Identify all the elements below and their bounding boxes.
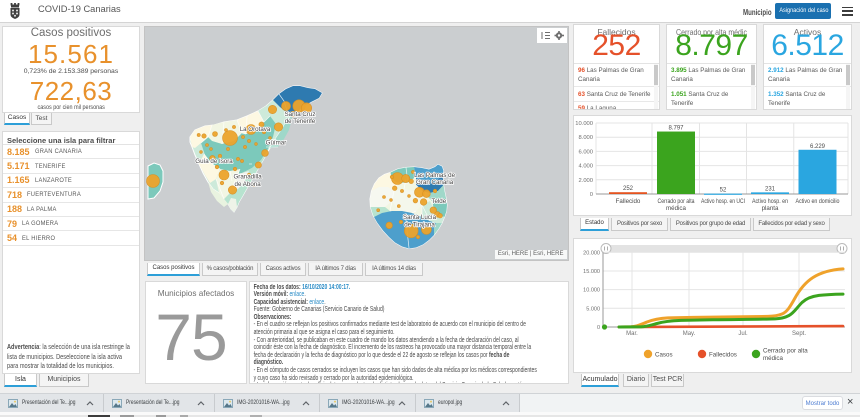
svg-text:252: 252 bbox=[623, 186, 634, 192]
svg-text:médica: médica bbox=[666, 205, 687, 212]
svg-text:de Tirajana: de Tirajana bbox=[404, 222, 435, 229]
svg-text:Granadilla: Granadilla bbox=[233, 174, 262, 181]
svg-text:20.000: 20.000 bbox=[583, 250, 600, 256]
svg-text:52: 52 bbox=[720, 188, 727, 194]
svg-text:Casos: Casos bbox=[655, 352, 673, 359]
svg-text:231: 231 bbox=[765, 186, 776, 192]
svg-text:Cerrado por alta: Cerrado por alta bbox=[763, 348, 808, 355]
svg-text:0: 0 bbox=[597, 325, 600, 331]
svg-text:5.000: 5.000 bbox=[586, 306, 600, 312]
svg-text:Santa Cruz: Santa Cruz bbox=[284, 111, 315, 118]
svg-text:4.000: 4.000 bbox=[578, 164, 593, 170]
svg-text:Fallecidos: Fallecidos bbox=[709, 352, 737, 359]
svg-text:Guía de Isora: Guía de Isora bbox=[195, 158, 233, 165]
svg-text:Cerrado por alta: Cerrado por alta bbox=[658, 198, 695, 205]
svg-text:May.: May. bbox=[683, 331, 696, 337]
svg-text:Güímar: Güímar bbox=[265, 140, 286, 147]
svg-text:médica: médica bbox=[763, 355, 784, 362]
svg-text:2.000: 2.000 bbox=[578, 178, 593, 184]
svg-text:Sept.: Sept. bbox=[792, 331, 806, 337]
svg-text:Jul.: Jul. bbox=[738, 331, 748, 337]
svg-text:Mar.: Mar. bbox=[626, 331, 638, 337]
svg-text:Santa Lucía: Santa Lucía bbox=[402, 214, 436, 221]
svg-text:0: 0 bbox=[590, 192, 593, 198]
svg-text:planta: planta bbox=[762, 205, 779, 212]
svg-text:15.000: 15.000 bbox=[583, 269, 600, 275]
svg-text:de Abona: de Abona bbox=[234, 181, 261, 188]
svg-text:Activo hosp. en: Activo hosp. en bbox=[752, 198, 788, 205]
svg-text:Activo hosp. en UCI: Activo hosp. en UCI bbox=[701, 198, 745, 205]
svg-text:La Orotava: La Orotava bbox=[239, 126, 270, 133]
svg-text:Gran Canaria: Gran Canaria bbox=[416, 179, 454, 186]
svg-text:8.000: 8.000 bbox=[578, 135, 593, 141]
svg-text:8.797: 8.797 bbox=[668, 126, 684, 132]
svg-text:Telde: Telde bbox=[431, 198, 446, 205]
svg-text:Activo en domicilio: Activo en domicilio bbox=[796, 198, 840, 205]
svg-text:Fallecido: Fallecido bbox=[616, 198, 641, 205]
svg-text:de Tenerife: de Tenerife bbox=[284, 118, 315, 125]
svg-text:Las Palmas de: Las Palmas de bbox=[414, 172, 455, 179]
svg-text:6.229: 6.229 bbox=[810, 144, 826, 150]
svg-text:10.000: 10.000 bbox=[575, 121, 593, 127]
svg-text:6.000: 6.000 bbox=[578, 149, 593, 155]
svg-text:10.000: 10.000 bbox=[583, 288, 600, 294]
